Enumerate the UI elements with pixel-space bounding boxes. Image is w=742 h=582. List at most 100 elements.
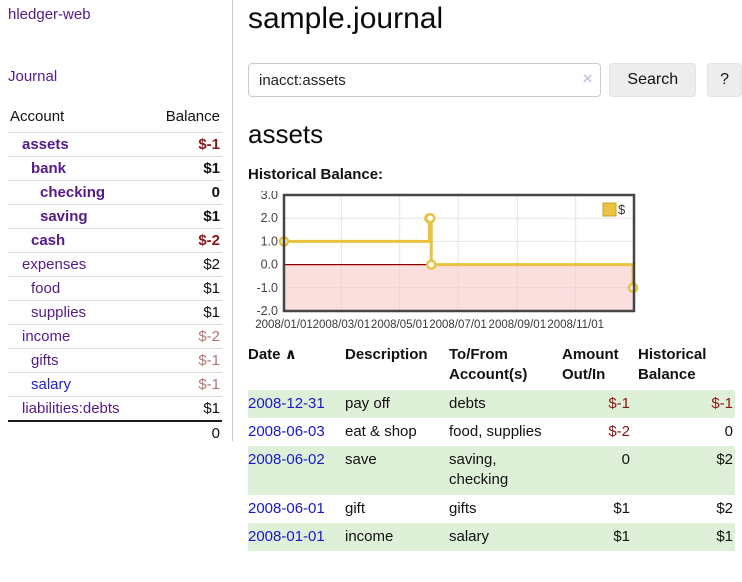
date-cell: 2008-06-02 xyxy=(248,446,345,495)
account-link[interactable]: liabilities:debts xyxy=(22,400,120,417)
page-title: sample.journal xyxy=(248,2,444,35)
account-link[interactable]: gifts xyxy=(31,352,59,369)
date-cell: 2008-06-01 xyxy=(248,495,345,523)
description-cell: eat & shop xyxy=(345,422,417,440)
account-title: assets xyxy=(248,119,324,149)
account-row: salary $-1 xyxy=(8,372,222,396)
account-balance: $-2 xyxy=(198,328,220,345)
description-cell: save xyxy=(345,451,377,468)
transaction-date-link[interactable]: 2008-06-02 xyxy=(248,451,325,468)
account-balance: $1 xyxy=(203,280,220,297)
account-balance: 0 xyxy=(211,184,220,201)
y-axis-tick-label: 1.0 xyxy=(261,234,278,248)
account-balance: $-1 xyxy=(198,352,220,369)
column-header-date[interactable]: Date ∧ xyxy=(248,341,345,390)
date-header-label: Date xyxy=(248,346,281,363)
register-table: Date ∧ Description To/From Account(s) Am… xyxy=(248,341,735,551)
account-row: food $1 xyxy=(8,276,222,300)
column-header-balance: Historical Balance xyxy=(638,346,707,384)
date-cell: 2008-01-01 xyxy=(248,523,345,551)
account-link[interactable]: food xyxy=(31,280,61,297)
column-header-description: Description xyxy=(345,346,428,363)
account-row: expenses $2 xyxy=(8,252,222,276)
column-header-amount: Amount Out/In xyxy=(562,346,619,384)
register-row: 2008-06-02 save saving, checking 0 $2 xyxy=(248,446,735,495)
accounts-cell: debts xyxy=(449,394,486,412)
account-link[interactable]: cash xyxy=(31,232,66,249)
account-link[interactable]: expenses xyxy=(22,256,87,273)
account-link[interactable]: checking xyxy=(40,184,106,201)
account-row: supplies $1 xyxy=(8,300,222,324)
help-button[interactable]: ? xyxy=(707,63,742,97)
register-row: 2008-06-01 gift gifts $1 $2 xyxy=(248,495,735,523)
plot-border xyxy=(282,193,636,313)
y-axis-tick-label: 0.0 xyxy=(261,258,278,272)
account-row: liabilities:debts $1 xyxy=(8,396,222,420)
amount-cell: $1 xyxy=(613,499,630,517)
account-balance: $1 xyxy=(203,208,220,225)
account-link[interactable]: income xyxy=(22,328,71,345)
account-link[interactable]: supplies xyxy=(31,304,87,321)
y-axis-tick-label: -1.0 xyxy=(256,281,278,295)
nav-journal-link[interactable]: Journal xyxy=(8,68,58,85)
accounts-column-header: Account xyxy=(10,108,65,125)
chart-title: Historical Balance: xyxy=(248,166,384,183)
transaction-date-link[interactable]: 2008-01-01 xyxy=(248,527,325,545)
main-content: sample.journal × Search ? assets Histori… xyxy=(248,0,742,551)
account-link[interactable]: bank xyxy=(31,160,67,177)
clear-search-icon[interactable]: × xyxy=(582,69,593,88)
amount-cell: $-2 xyxy=(608,422,630,440)
balance-cell: $-1 xyxy=(711,394,733,412)
register-row: 2008-12-31 pay off debts $-1 $-1 xyxy=(248,389,735,418)
register-row: 2008-06-03 eat & shop food, supplies $-2 0 xyxy=(248,418,735,446)
account-link[interactable]: assets xyxy=(22,136,69,153)
transaction-date-link[interactable]: 2008-06-03 xyxy=(248,422,325,440)
y-axis-tick-label: -2.0 xyxy=(256,304,278,318)
search-input[interactable] xyxy=(248,63,602,97)
y-axis-tick-label: 2.0 xyxy=(261,211,278,225)
data-point-marker xyxy=(426,259,437,270)
historical-balance-chart: $3.0 2.0 1.0 0.0 -1.0 -2.0 2008/01/01 2008/03/0… xyxy=(248,191,742,333)
transaction-date-link[interactable]: 2008-06-01 xyxy=(248,499,325,517)
description-cell: gift xyxy=(345,499,366,517)
account-link[interactable]: salary xyxy=(31,376,72,393)
search-bar: × Search ? xyxy=(248,63,742,97)
accounts-table: Account Balance assets $-1 bank $1 checking 0… xyxy=(8,106,222,445)
account-balance: $-2 xyxy=(198,232,220,249)
date-cell: 2008-06-03 xyxy=(248,418,345,446)
account-row: assets $-1 xyxy=(8,132,222,156)
account-balance: $-1 xyxy=(198,136,220,153)
account-row: income $-2 xyxy=(8,324,222,348)
amount-cell: $-1 xyxy=(608,394,630,412)
account-balance: $-1 xyxy=(198,376,220,393)
account-row: cash $-2 xyxy=(8,228,222,252)
account-balance: $1 xyxy=(203,160,220,177)
accounts-cell: gifts xyxy=(449,499,477,517)
search-input-wrap: × xyxy=(248,63,602,97)
amount-cell: 0 xyxy=(621,451,630,468)
balance-cell: $1 xyxy=(716,527,733,545)
register-header-row: Date ∧ Description To/From Account(s) Am… xyxy=(248,341,735,390)
accounts-list: assets $-1 bank $1 checking 0 saving $1 cash $-2 e… xyxy=(8,132,222,420)
negative-region xyxy=(284,264,634,311)
account-link[interactable]: saving xyxy=(40,208,88,225)
account-row: checking 0 xyxy=(8,180,222,204)
x-axis-tick-label: 2008/11/01 xyxy=(547,319,604,331)
balance-cell: $2 xyxy=(716,499,733,517)
x-axis-tick-label: 2008/01/01 xyxy=(255,319,313,331)
x-axis-tick-label: 2008/09/01 xyxy=(489,319,547,331)
account-balance: $1 xyxy=(203,400,220,417)
y-axis-tick-label: 3.0 xyxy=(261,191,278,202)
x-axis-tick-label: 2008/05/01 xyxy=(371,319,429,331)
balance-cell: $2 xyxy=(716,451,733,468)
search-button[interactable]: Search xyxy=(609,63,697,97)
transaction-date-link[interactable]: 2008-12-31 xyxy=(248,394,325,412)
legend-swatch xyxy=(602,202,617,217)
x-axis-tick-label: 2008/03/01 xyxy=(313,319,371,331)
app-brand-link[interactable]: hledger-web xyxy=(8,6,91,23)
balance-column-header: Balance xyxy=(165,108,220,125)
amount-cell: $1 xyxy=(613,527,630,545)
account-row: saving $1 xyxy=(8,204,222,228)
description-cell: income xyxy=(345,527,394,545)
